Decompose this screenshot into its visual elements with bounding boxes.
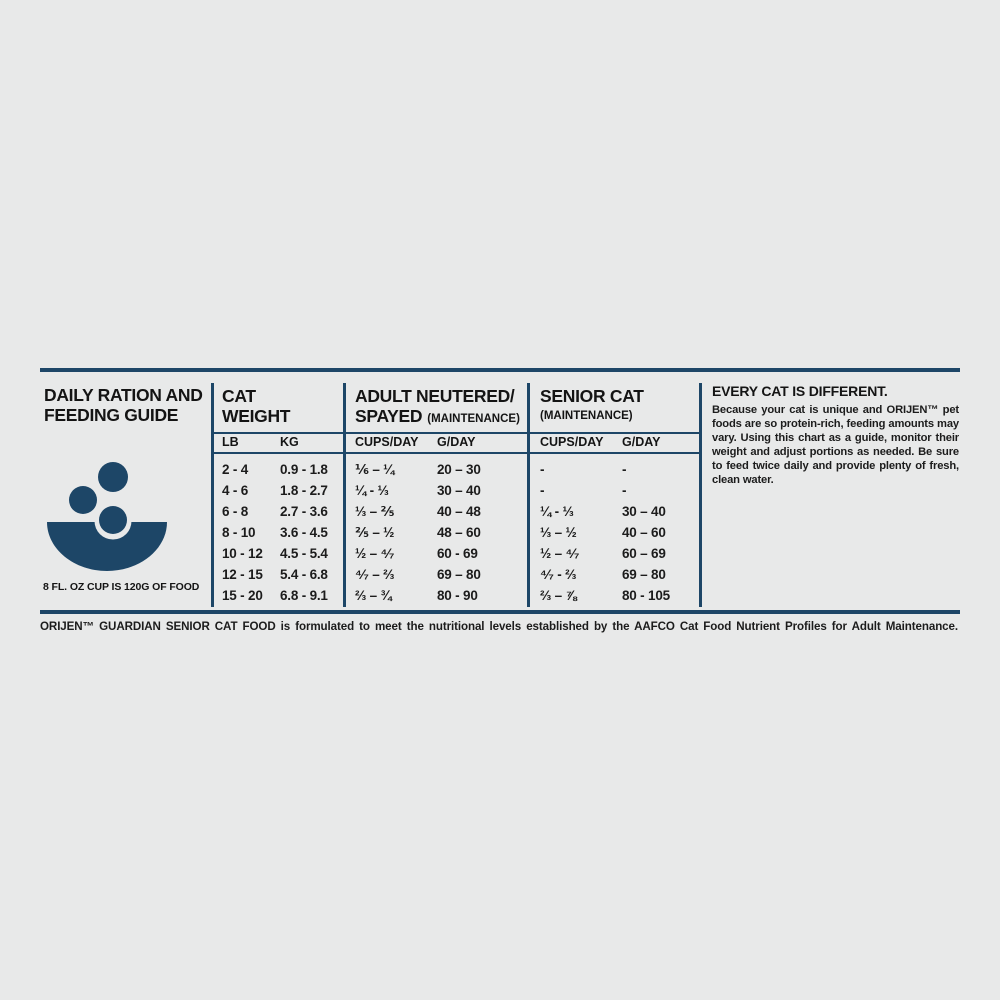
column-divider xyxy=(343,383,346,607)
subheader-adult-cups: CUPS/DAY xyxy=(355,435,419,449)
cell-kg: 5.4 - 6.8 xyxy=(280,567,328,582)
cell-senior-g: - xyxy=(622,462,627,477)
senior-header-note: (MAINTENANCE) xyxy=(540,410,633,422)
subheader-adult-g: G/DAY xyxy=(437,435,476,449)
cell-kg: 1.8 - 2.7 xyxy=(280,483,328,498)
page-title: DAILY RATION AND FEEDING GUIDE xyxy=(44,385,203,425)
cell-lb: 12 - 15 xyxy=(222,567,263,582)
cell-lb: 8 - 10 xyxy=(222,525,256,540)
cell-adult-cups: ⅖ – ½ xyxy=(355,525,395,540)
aafco-footnote: ORIJEN™ GUARDIAN SENIOR CAT FOOD is form… xyxy=(40,620,958,633)
cell-adult-g: 80 - 90 xyxy=(437,588,478,603)
cell-kg: 0.9 - 1.8 xyxy=(280,462,328,477)
cell-adult-cups: ⁴⁄₇ – ⅔ xyxy=(355,567,395,582)
cell-adult-cups: ⅙ – ¼ xyxy=(355,462,395,477)
cell-senior-g: 40 – 60 xyxy=(622,525,666,540)
table-row: 4 - 6 1.8 - 2.7 ¼ - ⅓ 30 – 40 - - xyxy=(212,480,700,501)
cell-adult-cups: ⅓ – ⅖ xyxy=(355,504,395,519)
cell-senior-cups: ⅓ – ½ xyxy=(540,525,577,540)
cell-lb: 4 - 6 xyxy=(222,483,249,498)
table-row: 8 - 10 3.6 - 4.5 ⅖ – ½ 48 – 60 ⅓ – ½ 40 … xyxy=(212,522,700,543)
subheader-lb: LB xyxy=(222,435,239,449)
cell-senior-cups: - xyxy=(540,462,545,477)
table-row: 6 - 8 2.7 - 3.6 ⅓ – ⅖ 40 – 48 ¼ - ⅓ 30 –… xyxy=(212,501,700,522)
subheader-underline xyxy=(212,452,700,454)
cell-senior-g: 80 - 105 xyxy=(622,588,670,603)
table-row: 10 - 12 4.5 - 5.4 ½ – ⁴⁄₇ 60 - 69 ½ – ⁴⁄… xyxy=(212,543,700,564)
table-row: 15 - 20 6.8 - 9.1 ⅔ – ¾ 80 - 90 ⅔ – ⅞ 80… xyxy=(212,585,700,606)
cell-kg: 6.8 - 9.1 xyxy=(280,588,328,603)
column-divider xyxy=(211,383,214,607)
aside-body: Because your cat is unique and ORIJEN™ p… xyxy=(712,404,959,486)
cell-senior-g: - xyxy=(622,483,627,498)
column-divider xyxy=(527,383,530,607)
column-header-cat-weight: CAT WEIGHT xyxy=(222,386,291,426)
table-subheader-row: LB KG CUPS/DAY G/DAY CUPS/DAY G/DAY xyxy=(212,435,700,452)
cat-weight-line1: CAT xyxy=(222,386,256,406)
column-header-senior: SENIOR CAT (MAINTENANCE) xyxy=(540,386,644,426)
cell-senior-g: 60 – 69 xyxy=(622,546,666,561)
cat-weight-line2: WEIGHT xyxy=(222,406,291,426)
cell-adult-cups: ⅔ – ¾ xyxy=(355,588,392,603)
cup-measure-caption: 8 FL. OZ CUP IS 120G OF FOOD xyxy=(43,581,200,593)
cell-senior-cups: ⁴⁄₇ - ⅔ xyxy=(540,567,577,582)
cell-senior-cups: ½ – ⁴⁄₇ xyxy=(540,546,580,561)
senior-header-line1: SENIOR CAT xyxy=(540,386,644,406)
adult-header-line2: SPAYED xyxy=(355,406,423,426)
page-title-line1: DAILY RATION AND xyxy=(44,385,203,405)
subheader-kg: KG xyxy=(280,435,299,449)
cell-adult-g: 60 - 69 xyxy=(437,546,478,561)
cell-adult-cups: ¼ - ⅓ xyxy=(355,483,389,498)
column-divider xyxy=(699,383,702,607)
bowl-kibble-icon xyxy=(47,462,167,571)
cell-lb: 15 - 20 xyxy=(222,588,263,603)
cell-lb: 6 - 8 xyxy=(222,504,249,519)
cell-adult-g: 69 – 80 xyxy=(437,567,481,582)
table-row: 2 - 4 0.9 - 1.8 ⅙ – ¼ 20 – 30 - - xyxy=(212,459,700,480)
aside-title: EVERY CAT IS DIFFERENT. xyxy=(712,383,888,399)
cell-kg: 4.5 - 5.4 xyxy=(280,546,328,561)
cell-adult-g: 30 – 40 xyxy=(437,483,481,498)
cell-lb: 2 - 4 xyxy=(222,462,249,477)
column-header-adult: ADULT NEUTERED/ SPAYED (MAINTENANCE) xyxy=(355,386,520,429)
cell-senior-cups: - xyxy=(540,483,545,498)
page-title-line2: FEEDING GUIDE xyxy=(44,405,179,425)
cell-senior-cups: ⅔ – ⅞ xyxy=(540,588,577,603)
cell-senior-g: 30 – 40 xyxy=(622,504,666,519)
adult-header-note: (MAINTENANCE) xyxy=(427,413,520,425)
cell-kg: 2.7 - 3.6 xyxy=(280,504,328,519)
subheader-senior-cups: CUPS/DAY xyxy=(540,435,604,449)
header-underline xyxy=(212,432,700,434)
table-row: 12 - 15 5.4 - 6.8 ⁴⁄₇ – ⅔ 69 – 80 ⁴⁄₇ - … xyxy=(212,564,700,585)
subheader-senior-g: G/DAY xyxy=(622,435,661,449)
cell-senior-cups: ¼ - ⅓ xyxy=(540,504,574,519)
cell-adult-cups: ½ – ⁴⁄₇ xyxy=(355,546,395,561)
cell-adult-g: 48 – 60 xyxy=(437,525,481,540)
cell-adult-g: 40 – 48 xyxy=(437,504,481,519)
cell-senior-g: 69 – 80 xyxy=(622,567,666,582)
top-rule xyxy=(40,368,960,372)
cell-adult-g: 20 – 30 xyxy=(437,462,481,477)
bottom-rule xyxy=(40,610,960,614)
cell-kg: 3.6 - 4.5 xyxy=(280,525,328,540)
cell-lb: 10 - 12 xyxy=(222,546,263,561)
adult-header-line1: ADULT NEUTERED/ xyxy=(355,386,515,406)
